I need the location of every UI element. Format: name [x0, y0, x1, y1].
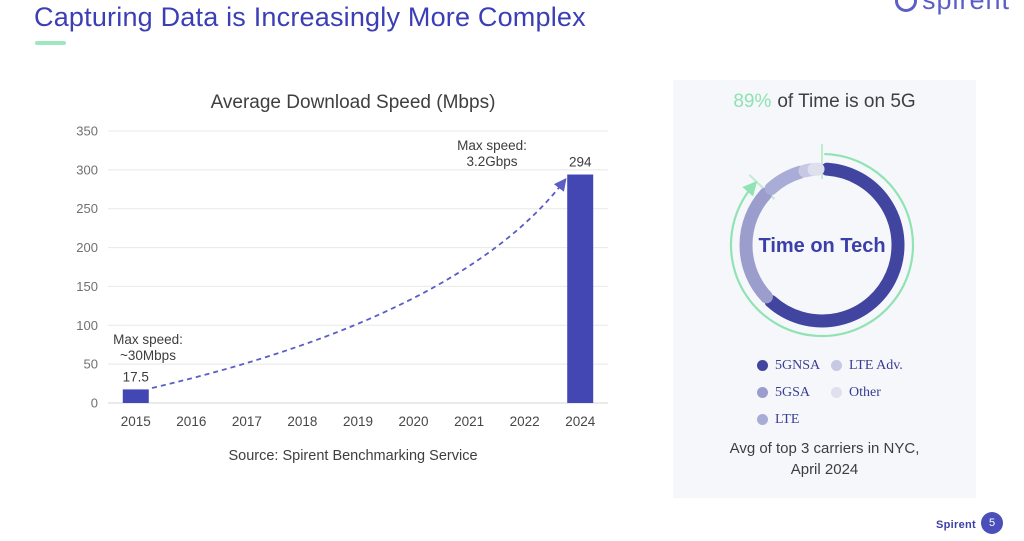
- donut-legend: 5GNSA LTE Adv. 5GSA Other LTE: [757, 352, 903, 433]
- legend-label: LTE Adv.: [849, 357, 903, 373]
- panel-caption: Avg of top 3 carriers in NYC, April 2024: [673, 438, 976, 480]
- time-on-tech-donut: Time on Tech: [729, 144, 915, 338]
- bar-2015: [122, 389, 149, 403]
- x-tick-label: 2021: [454, 414, 484, 429]
- time-on-5g-panel: 89% of Time is on 5G Time on Tech 5GNSA LT…: [673, 80, 976, 498]
- legend-item-other: Other: [831, 379, 903, 406]
- slide-title: Capturing Data is Increasingly More Comp…: [34, 2, 586, 32]
- annotation-2015: ~30Mbps: [120, 348, 176, 363]
- trend-arrow: [151, 177, 567, 389]
- download-speed-bar-chart: Average Download Speed (Mbps) 0 50 100 150 2…: [60, 88, 620, 488]
- legend-item-5gnsa: 5GNSA: [757, 352, 831, 379]
- x-tick-label: 2016: [176, 414, 206, 429]
- donut-center-label: Time on Tech: [758, 235, 885, 257]
- legend-dot-icon: [831, 360, 842, 371]
- x-tick-label: 2015: [121, 414, 151, 429]
- legend-item-5gsa: 5GSA: [757, 379, 831, 406]
- caption-line: Avg of top 3 carriers in NYC,: [729, 440, 920, 457]
- y-tick-label: 150: [76, 279, 98, 294]
- spirent-logo-text: spirent: [921, 0, 1010, 15]
- x-tick-label: 2019: [343, 414, 373, 429]
- annotation-2024: 3.2Gbps: [466, 154, 517, 169]
- legend-dot-icon: [757, 387, 768, 398]
- legend-item-lte: LTE: [757, 406, 831, 433]
- legend-dot-icon: [831, 387, 842, 398]
- donut-segment-5gnsa: [764, 162, 905, 328]
- y-tick-label: 250: [76, 201, 98, 216]
- donut-segment-5gsa: [739, 187, 773, 304]
- y-tick-label: 100: [76, 318, 98, 333]
- legend-item-lte-adv-: LTE Adv.: [831, 352, 903, 379]
- panel-header: 89% of Time is on 5G: [673, 91, 976, 113]
- legend-label: 5GNSA: [775, 357, 821, 373]
- percent-highlight: 89%: [733, 91, 772, 112]
- chart-source-note: Source: Spirent Benchmarking Service: [228, 448, 478, 464]
- y-tick-label: 200: [76, 240, 98, 255]
- y-tick-label: 50: [84, 357, 98, 372]
- spirent-logo: spirent: [894, 0, 1010, 17]
- page-number-badge: 5: [981, 512, 1003, 534]
- spirent-circle-icon: [894, 0, 917, 12]
- x-tick-label: 2024: [565, 414, 596, 429]
- panel-header-text: of Time is on 5G: [777, 91, 916, 112]
- bar-chart-plot: 0 50 100 150 200 250 300 350 2015 17.5 2016 2017 201…: [76, 124, 608, 429]
- x-tick-label: 2022: [510, 414, 540, 429]
- donut-segment-lte: [764, 165, 807, 196]
- legend-dot-icon: [757, 414, 768, 425]
- x-tick-label: 2020: [399, 414, 429, 429]
- bar-value-label: 17.5: [123, 369, 149, 384]
- x-tick-label: 2018: [287, 414, 317, 429]
- legend-label: Other: [849, 384, 881, 400]
- footer-brand: Spirent: [936, 519, 976, 531]
- y-tick-label: 350: [76, 124, 98, 139]
- bar-2024: [567, 174, 594, 403]
- y-tick-label: 0: [91, 396, 98, 411]
- legend-label: 5GSA: [775, 384, 811, 400]
- caption-line: April 2024: [790, 461, 859, 478]
- bar-value-label: 294: [569, 155, 592, 170]
- annotation-2024: Max speed:: [457, 138, 527, 153]
- annotation-2015: Max speed:: [113, 332, 183, 347]
- five-g-share-arc: [729, 152, 915, 338]
- bar-chart-title: Average Download Speed (Mbps): [210, 92, 496, 113]
- x-tick-label: 2017: [232, 414, 262, 429]
- title-underline-accent: [35, 41, 66, 45]
- legend-dot-icon: [757, 360, 768, 371]
- legend-label: LTE: [775, 411, 800, 427]
- y-tick-label: 300: [76, 162, 98, 177]
